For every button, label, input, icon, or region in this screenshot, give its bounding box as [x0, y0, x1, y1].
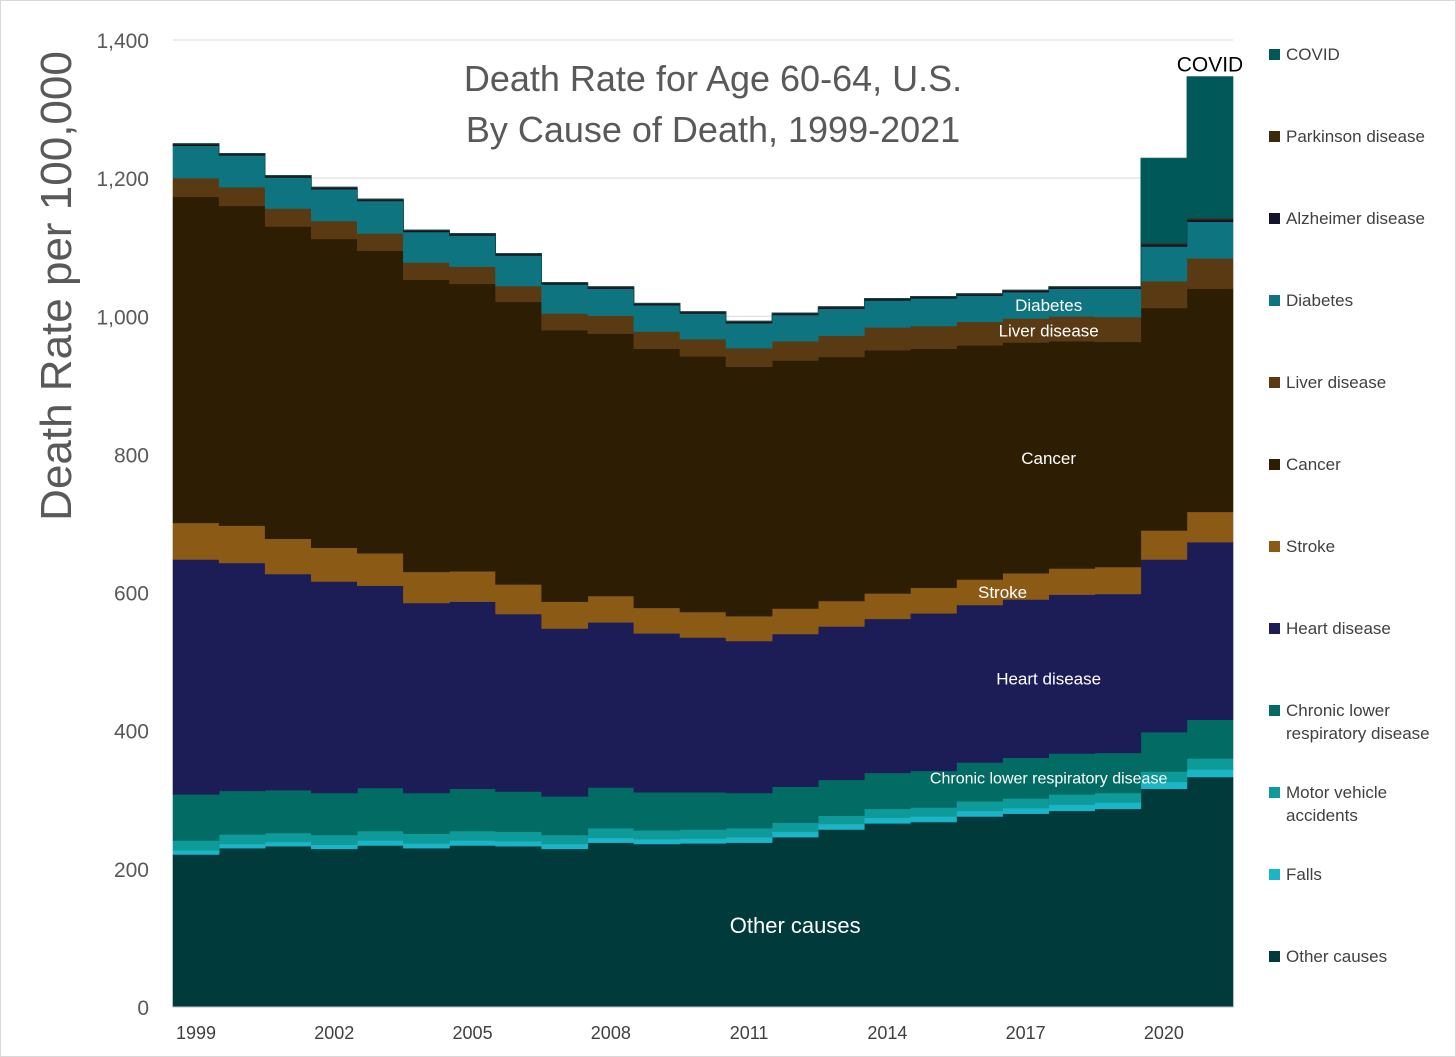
chart-title: Death Rate for Age 60-64, U.S.: [464, 58, 962, 99]
axes: 0 200 400 600 800 1,000 1,200 1,400 1999 2002 2005…: [96, 30, 1233, 1043]
legend-swatch: [1269, 705, 1280, 716]
legend-label: Chronic lower: [1286, 701, 1390, 720]
y-axis-title: Death Rate per 100,000: [32, 51, 81, 521]
series-label-heart-disease: Heart disease: [996, 670, 1101, 689]
legend-item-covid: COVID: [1269, 45, 1340, 64]
x-tick-label: 2014: [867, 1023, 907, 1043]
legend-item-stroke: Stroke: [1269, 537, 1335, 556]
legend: COVID Parkinson disease Alzheimer disease D…: [1269, 45, 1430, 966]
x-tick-label: 1999: [176, 1023, 216, 1043]
legend-label: Liver disease: [1286, 373, 1386, 392]
legend-swatch: [1269, 623, 1280, 634]
legend-label: Diabetes: [1286, 291, 1353, 310]
y-tick-label: 800: [114, 444, 149, 467]
legend-swatch: [1269, 377, 1280, 388]
x-tick-label: 2002: [314, 1023, 354, 1043]
y-tick-label: 600: [114, 583, 149, 606]
series-areas: [172, 76, 1234, 1008]
y-tick-label: 400: [114, 721, 149, 744]
legend-label: COVID: [1286, 45, 1340, 64]
series-labels: Other causes Chronic lower respiratory di…: [730, 54, 1243, 938]
y-tick-label: 1,200: [96, 168, 149, 191]
x-tick-label: 2011: [730, 1023, 769, 1043]
legend-item-other-causes: Other causes: [1269, 947, 1387, 966]
legend-item-alzheimer-disease: Alzheimer disease: [1269, 209, 1425, 228]
series-label-cancer: Cancer: [1021, 449, 1076, 468]
x-tick-label: 2005: [453, 1023, 493, 1043]
legend-swatch: [1269, 131, 1280, 142]
area-covid: [173, 76, 1234, 322]
series-label-chronic-lower-respiratory-disease: Chronic lower respiratory disease: [930, 771, 1168, 788]
legend-item-parkinson-disease: Parkinson disease: [1269, 127, 1425, 146]
legend-label: Parkinson disease: [1286, 127, 1425, 146]
legend-label: Falls: [1286, 865, 1322, 884]
legend-swatch: [1269, 213, 1280, 224]
legend-swatch: [1269, 295, 1280, 306]
legend-item-cancer: Cancer: [1269, 455, 1341, 474]
series-label-diabetes: Diabetes: [1015, 296, 1082, 315]
legend-item-liver-disease: Liver disease: [1269, 373, 1386, 392]
legend-item-chronic-lower-respiratory-disease: Chronic lower respiratory disease: [1269, 701, 1430, 743]
legend-swatch: [1269, 459, 1280, 470]
legend-label: Motor vehicle: [1286, 783, 1387, 802]
legend-item-falls: Falls: [1269, 865, 1322, 884]
series-label-stroke: Stroke: [978, 583, 1027, 602]
chart-subtitle: By Cause of Death, 1999-2021: [466, 109, 960, 150]
legend-label: Heart disease: [1286, 619, 1391, 638]
legend-swatch: [1269, 951, 1280, 962]
y-tick-label: 0: [137, 997, 149, 1020]
y-tick-label: 200: [114, 859, 149, 882]
legend-item-motor-vehicle-accidents: Motor vehicle accidents: [1269, 783, 1387, 825]
series-label-covid: COVID: [1177, 54, 1244, 77]
y-tick-label: 1,400: [96, 30, 149, 53]
legend-label: Stroke: [1286, 537, 1335, 556]
legend-swatch: [1269, 869, 1280, 880]
legend-item-heart-disease: Heart disease: [1269, 619, 1391, 638]
y-tick-label: 1,000: [96, 306, 149, 329]
legend-swatch: [1269, 49, 1280, 60]
legend-swatch: [1269, 787, 1280, 798]
series-label-other-causes: Other causes: [730, 913, 861, 938]
legend-item-diabetes: Diabetes: [1269, 291, 1353, 310]
legend-swatch: [1269, 541, 1280, 552]
legend-label: respiratory disease: [1286, 724, 1430, 743]
legend-label: accidents: [1286, 806, 1358, 825]
series-label-liver-disease: Liver disease: [999, 321, 1099, 340]
legend-label: Alzheimer disease: [1286, 209, 1425, 228]
x-tick-label: 2017: [1006, 1023, 1046, 1043]
x-tick-label: 2020: [1144, 1023, 1184, 1043]
legend-label: Other causes: [1286, 947, 1387, 966]
x-tick-label: 2008: [591, 1023, 631, 1043]
legend-label: Cancer: [1286, 455, 1341, 474]
